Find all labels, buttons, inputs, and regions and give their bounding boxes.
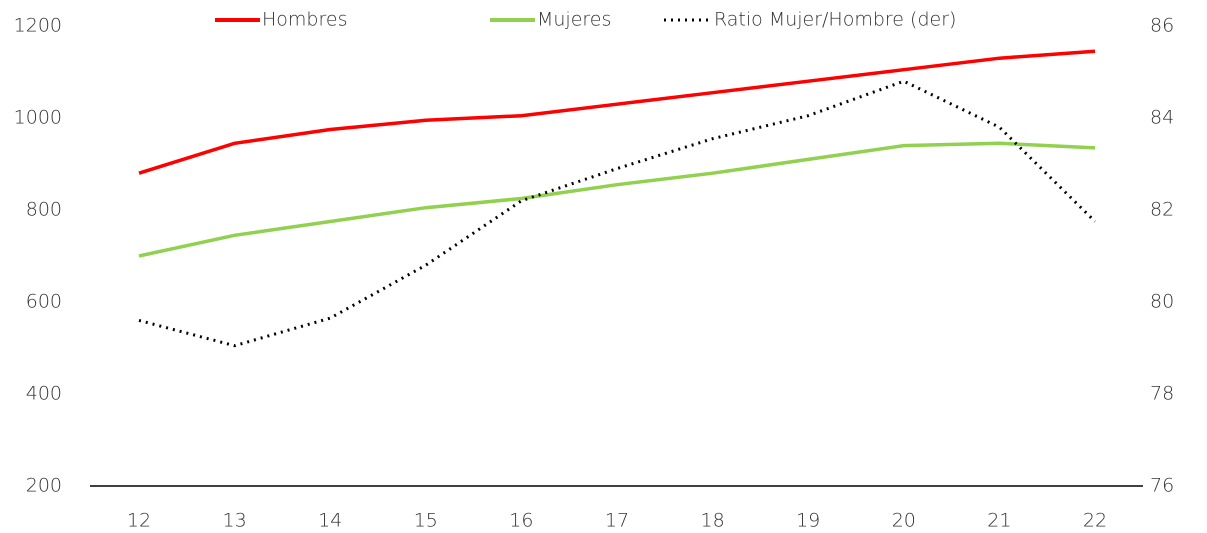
x-tick-label: 19 — [796, 510, 820, 532]
y2-tick-label: 86 — [1150, 15, 1174, 37]
legend-label: Mujeres — [537, 9, 611, 31]
y2-tick-label: 78 — [1150, 383, 1174, 405]
x-tick-label: 21 — [987, 510, 1011, 532]
x-tick-label: 16 — [509, 510, 533, 532]
y2-tick-label: 84 — [1150, 107, 1174, 129]
y-tick-label: 400 — [26, 383, 62, 405]
x-tick-label: 14 — [318, 510, 342, 532]
x-tick-label: 15 — [414, 510, 438, 532]
y-tick-label: 600 — [26, 291, 62, 313]
x-tick-label: 12 — [127, 510, 151, 532]
y2-tick-label: 82 — [1150, 199, 1174, 221]
legend-label: Hombres — [262, 9, 347, 31]
x-tick-label: 22 — [1083, 510, 1107, 532]
series-line — [138, 141, 1096, 258]
x-tick-label: 18 — [701, 510, 725, 532]
y-tick-label: 800 — [26, 199, 62, 221]
y2-tick-label: 76 — [1150, 475, 1174, 497]
x-tick-label: 20 — [892, 510, 916, 532]
x-tick-label: 17 — [605, 510, 629, 532]
legend-label: Ratio Mujer/Hombre (der) — [714, 9, 956, 31]
y2-tick-label: 80 — [1150, 291, 1174, 313]
y-tick-label: 1000 — [14, 107, 62, 129]
series-line — [138, 79, 1097, 348]
y-tick-label: 200 — [26, 475, 62, 497]
series-line — [138, 49, 1096, 175]
y-tick-label: 1200 — [14, 15, 62, 37]
x-tick-label: 13 — [223, 510, 247, 532]
